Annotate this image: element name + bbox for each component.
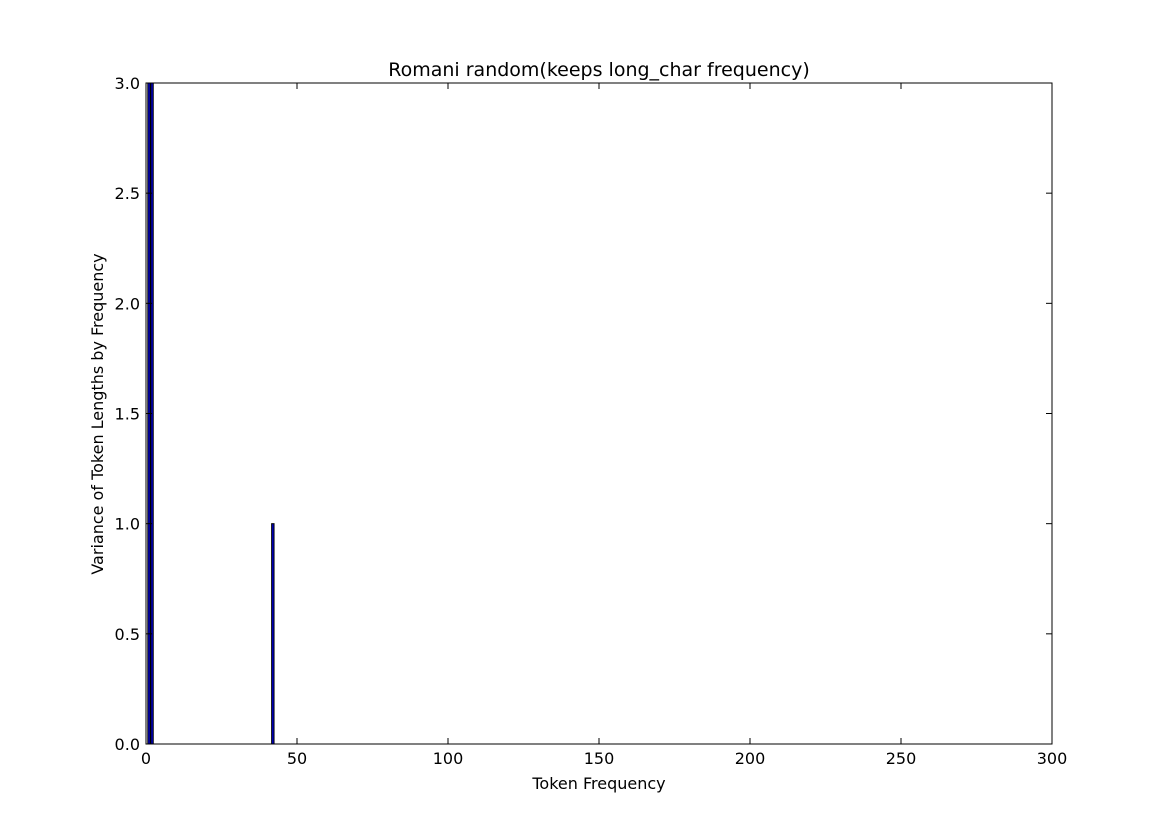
x-tick-label: 250 xyxy=(886,749,917,768)
y-tick-label: 1.5 xyxy=(115,405,140,424)
plot-frame xyxy=(145,82,1053,745)
x-tick-label: 200 xyxy=(735,749,766,768)
x-tick-label: 150 xyxy=(584,749,615,768)
x-tick-label: 100 xyxy=(433,749,464,768)
y-tick-label: 1.0 xyxy=(115,515,140,534)
x-tick-label: 0 xyxy=(141,749,151,768)
chart-title: Romani random(keeps long_char frequency) xyxy=(388,59,810,81)
y-tick-label: 0.5 xyxy=(115,625,140,644)
y-axis-ticks: 0.0 0.5 1.0 1.5 2.0 2.5 3.0 xyxy=(115,74,1052,754)
y-tick-label: 2.5 xyxy=(115,184,140,203)
y-tick-label: 2.0 xyxy=(115,294,140,313)
x-axis-label: Token Frequency xyxy=(531,774,665,793)
x-axis-ticks: 0 50 100 150 200 250 300 xyxy=(141,83,1067,768)
y-tick-label: 3.0 xyxy=(115,74,140,93)
y-axis-label: Variance of Token Lengths by Frequency xyxy=(88,253,107,574)
y-tick-label: 0.0 xyxy=(115,735,140,754)
x-tick-label: 300 xyxy=(1037,749,1068,768)
x-tick-label: 50 xyxy=(287,749,307,768)
bar-x-42 xyxy=(271,523,275,745)
bar-series xyxy=(147,82,275,745)
